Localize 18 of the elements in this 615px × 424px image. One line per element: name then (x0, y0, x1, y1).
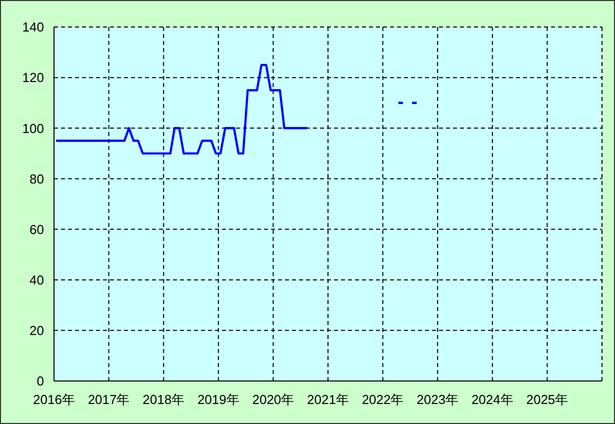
x-tick-label: 2024年 (471, 392, 514, 408)
y-tick-label: 40 (30, 272, 44, 288)
y-tick-label: 20 (30, 323, 44, 338)
x-tick-label: 2017年 (88, 392, 130, 408)
x-tick-label: 2020年 (252, 392, 294, 408)
y-tick-label: 100 (22, 120, 44, 136)
x-tick-label: 2019年 (197, 392, 240, 408)
x-tick-label: 2025年 (526, 392, 568, 408)
x-tick-label: 2023年 (416, 392, 459, 408)
y-tick-label: 0 (36, 374, 44, 389)
y-tick-label: 80 (30, 171, 44, 186)
y-tick-label: 120 (22, 70, 44, 86)
y-tick-label: 60 (30, 222, 44, 237)
x-tick-label: 2018年 (142, 392, 185, 408)
x-tick-label: 2021年 (307, 392, 349, 408)
x-tick-label: 2016年 (33, 392, 75, 408)
y-tick-label: 140 (22, 20, 44, 35)
x-tick-label: 2022年 (362, 392, 404, 408)
